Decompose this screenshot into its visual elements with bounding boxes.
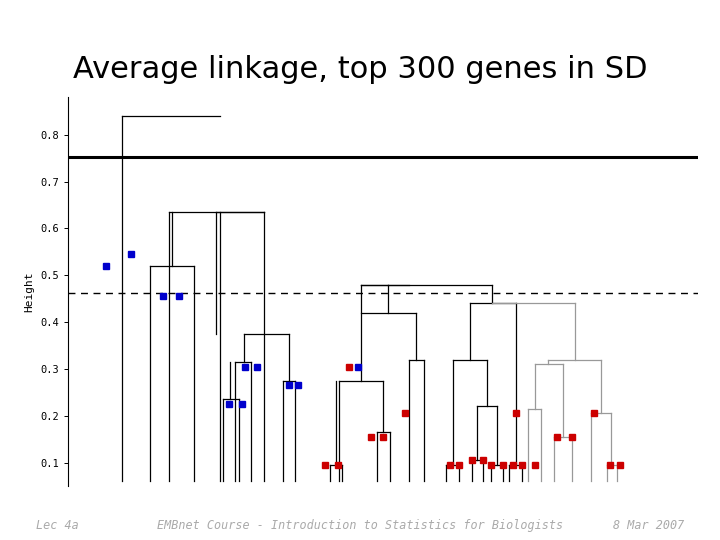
Text: 8 Mar 2007: 8 Mar 2007 — [613, 519, 684, 532]
Text: Average linkage, top 300 genes in SD: Average linkage, top 300 genes in SD — [73, 55, 647, 84]
Text: EMBnet Course - Introduction to Statistics for Biologists: EMBnet Course - Introduction to Statisti… — [157, 519, 563, 532]
Text: Lec 4a: Lec 4a — [36, 519, 78, 532]
Y-axis label: Height: Height — [24, 271, 34, 312]
